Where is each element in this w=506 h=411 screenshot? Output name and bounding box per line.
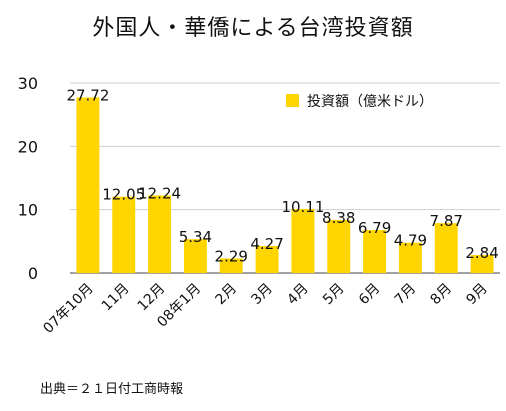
bars: [76, 97, 494, 273]
data-label: 4.79: [394, 232, 427, 250]
x-tick-label: 7月: [392, 281, 420, 309]
x-tick-label: 8月: [428, 281, 456, 309]
bar: [183, 239, 207, 273]
chart-title: 外国人・華僑による台湾投資額: [92, 16, 414, 41]
x-tick-label: 9月: [463, 281, 491, 309]
y-axis-ticks: 0 10 20 30: [18, 74, 38, 283]
bar: [219, 258, 243, 273]
source-note: 出典＝２１日付工商時報: [40, 382, 184, 397]
legend: 投資額（億米ドル）: [286, 94, 433, 110]
data-label: 2.84: [465, 244, 498, 262]
gridlines: [70, 82, 500, 274]
y-tick-label: 10: [18, 201, 38, 220]
y-tick-label: 20: [18, 137, 38, 156]
data-label: 8.38: [322, 209, 355, 227]
bar: [76, 97, 100, 273]
data-label: 2.29: [215, 247, 248, 265]
legend-swatch: [286, 94, 299, 107]
bar: [255, 245, 279, 273]
bar: [291, 208, 315, 273]
bar: [112, 196, 136, 273]
x-tick-label: 3月: [248, 281, 276, 309]
data-label: 27.72: [66, 86, 109, 104]
bar: [434, 223, 458, 273]
bar: [327, 219, 351, 273]
data-label: 5.34: [179, 228, 212, 246]
bar: [148, 195, 172, 273]
x-tick-label: 4月: [284, 281, 312, 309]
data-label: 4.27: [250, 235, 283, 253]
data-label: 7.87: [430, 212, 463, 230]
bar: [470, 255, 494, 273]
x-tick-label: 07年10月: [40, 281, 96, 337]
data-label: 12.24: [138, 184, 181, 202]
bar: [363, 229, 387, 273]
legend-label: 投資額（億米ドル）: [307, 94, 433, 110]
x-tick-label: 6月: [356, 281, 384, 309]
x-tick-label: 2月: [213, 281, 241, 309]
y-tick-label: 0: [28, 264, 38, 283]
data-label: 6.79: [358, 219, 391, 237]
x-tick-label: 5月: [320, 281, 348, 309]
data-label: 12.05: [102, 186, 145, 204]
data-label: 10.11: [281, 198, 324, 216]
x-tick-label: 11月: [99, 281, 133, 315]
y-tick-label: 30: [18, 74, 38, 93]
bar: [398, 242, 422, 273]
